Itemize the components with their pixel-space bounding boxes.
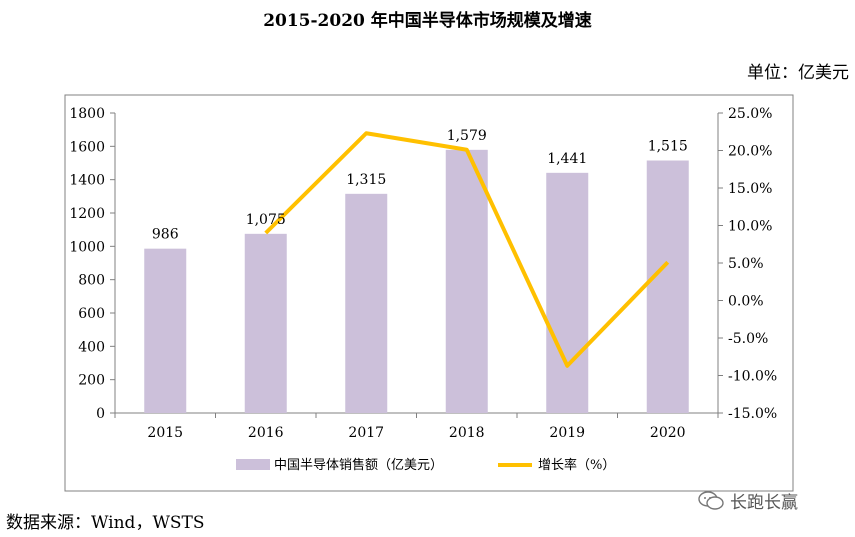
bars-layer <box>144 149 689 414</box>
bar <box>546 172 589 413</box>
y-left-tick-label: 400 <box>78 339 105 355</box>
bar-data-label: 986 <box>152 227 179 243</box>
y-right-tick-label: 25.0% <box>728 106 772 122</box>
growth-line <box>264 131 670 368</box>
bar-data-label: 1,315 <box>346 172 386 188</box>
y-right-tick-label: 10.0% <box>728 219 772 235</box>
y-right-tick-label: 15.0% <box>728 181 772 197</box>
data-source: 数据来源：Wind，WSTS <box>6 513 205 533</box>
y-left-tick-label: 600 <box>78 306 105 322</box>
y-right-tick-label: 5.0% <box>728 256 764 272</box>
legend: 中国半导体销售额（亿美元） 增长率（%） <box>236 457 615 473</box>
y-left-tick-label: 1400 <box>69 173 105 189</box>
line-layer <box>264 131 670 368</box>
chart-title: 2015-2020 年中国半导体市场规模及增速 <box>263 11 592 31</box>
bar-data-label: 1,075 <box>246 212 286 228</box>
bar-data-label: 1,579 <box>447 128 487 144</box>
x-tick-label: 2016 <box>248 425 284 441</box>
y-right-tick-label: -5.0% <box>728 331 768 347</box>
legend-label-sales: 中国半导体销售额（亿美元） <box>274 457 443 473</box>
legend-label-growth: 增长率（%） <box>538 457 615 473</box>
bar-data-label: 1,515 <box>648 139 688 155</box>
y-left-tick-label: 1200 <box>69 206 105 222</box>
y-left-tick-label: 0 <box>96 406 105 422</box>
bar <box>445 149 488 414</box>
bar <box>345 193 388 413</box>
x-tick-label: 2019 <box>549 425 585 441</box>
y-left-tick-label: 1000 <box>69 239 105 255</box>
unit-label: 单位：亿美元 <box>747 63 849 83</box>
y-right-tick-label: -15.0% <box>728 406 777 422</box>
legend-swatch-sales <box>236 459 270 470</box>
y-left-tick-label: 1800 <box>69 106 105 122</box>
bar <box>646 160 689 413</box>
axes-layer: 0 200 400 600 800 1000 1200 1400 1600 1800 -15.0% -… <box>69 106 777 441</box>
bar <box>244 233 287 413</box>
x-tick-label: 2015 <box>147 425 183 441</box>
y-right-tick-label: 20.0% <box>728 144 772 160</box>
y-left-tick-label: 200 <box>78 373 105 389</box>
chart-frame <box>64 94 794 492</box>
watermark: 长跑长赢 <box>698 488 798 513</box>
x-tick-label: 2017 <box>348 425 384 441</box>
x-tick-label: 2020 <box>650 425 686 441</box>
bar <box>144 248 187 413</box>
x-tick-label: 2018 <box>449 425 485 441</box>
wechat-icon <box>698 490 724 510</box>
watermark-text: 长跑长赢 <box>730 493 798 513</box>
y-left-tick-label: 1600 <box>69 139 105 155</box>
y-left-tick-label: 800 <box>78 273 105 289</box>
bar-data-label: 1,441 <box>547 151 587 167</box>
labels-layer: 986 1,075 1,315 1,579 1,441 1,515 <box>152 128 688 243</box>
y-right-tick-label: -10.0% <box>728 369 777 385</box>
y-right-tick-label: 0.0% <box>728 294 764 310</box>
